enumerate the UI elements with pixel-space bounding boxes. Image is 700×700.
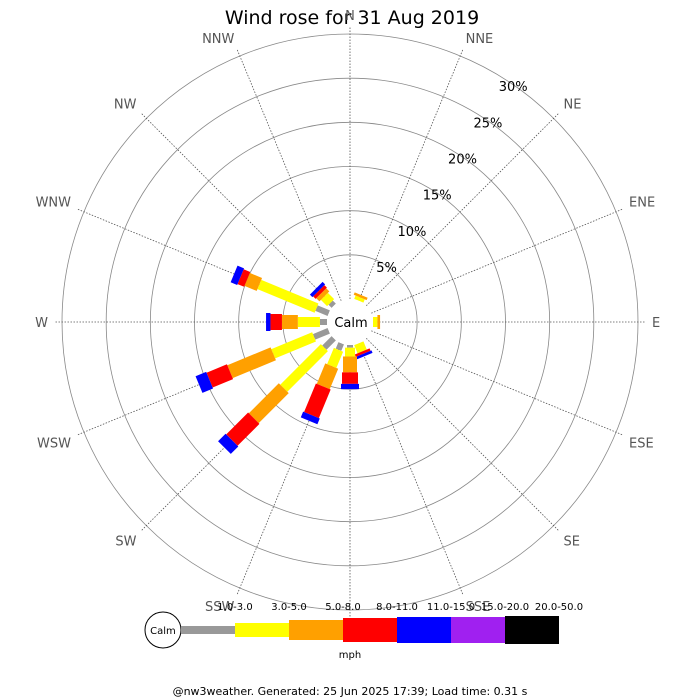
bar-wsw-11.0-15.0: [195, 371, 214, 393]
legend-label: 3.0-5.0: [271, 602, 306, 613]
legend-calm-label: Calm: [150, 626, 176, 637]
compass-label-ene: ENE: [629, 195, 655, 210]
compass-label-ssw: SSW: [205, 600, 235, 615]
legend: Calm 1.0-3.0 3.0-5.0 5.0-8.0 8.0-11.0 11.0-1…: [144, 602, 583, 661]
bar-nw-3.0-5.0: [320, 292, 335, 307]
bar-wsw-8.0-11.0: [206, 364, 234, 388]
compass-labels: NNNENEENEEESESESSESSSWSWWSWWWNWNWNNW: [35, 9, 660, 638]
compass-label-w: W: [35, 316, 48, 331]
spoke: [358, 343, 464, 596]
spoke: [371, 208, 624, 314]
calm-label: Calm: [334, 316, 367, 331]
bar-nw-8.0-11.0: [313, 285, 327, 299]
bar-nw-5.0-8.0: [316, 288, 330, 302]
compass-label-wnw: WNW: [36, 195, 72, 210]
calm-indicator: Calm: [327, 299, 373, 345]
legend-swatch: [181, 626, 235, 634]
bar-nw-1.0-3.0: [328, 300, 336, 308]
spoke: [371, 330, 624, 436]
bar-nne-5.0-8.0: [353, 292, 368, 301]
legend-label: 15.0-20.0: [481, 602, 529, 613]
percent-label: 30%: [499, 80, 528, 95]
legend-label: 20.0-50.0: [535, 602, 583, 613]
bar-sse-8.0-11.0: [354, 348, 371, 357]
legend-swatch: [505, 616, 559, 644]
spoke: [365, 112, 560, 307]
spoke: [140, 112, 335, 307]
legend-swatch: [235, 623, 289, 637]
legend-swatch: [289, 620, 343, 640]
percent-label: 5%: [376, 261, 397, 276]
spoke: [358, 48, 464, 301]
bar-wnw-11.0-15.0: [230, 265, 245, 286]
bar-ssw-5.0-8.0: [316, 363, 339, 390]
compass-label-nnw: NNW: [202, 32, 234, 47]
legend-swatch: [451, 617, 505, 643]
bar-ssw-1.0-3.0: [335, 342, 344, 351]
legend-label: 8.0-11.0: [376, 602, 418, 613]
compass-label-e: E: [652, 316, 660, 331]
compass-label-ne: NE: [564, 98, 582, 113]
bar-nne-3.0-5.0: [354, 295, 365, 303]
bar-wsw-1.0-3.0: [312, 328, 330, 340]
spoke: [236, 48, 342, 301]
compass-label-sse: SSE: [466, 600, 491, 615]
chart-title: Wind rose for 31 Aug 2019: [225, 7, 479, 29]
calm-circle: [327, 299, 373, 345]
bar-wnw-1.0-3.0: [315, 305, 330, 316]
legend-label: 1.0-3.0: [217, 602, 252, 613]
bar-nw-11.0-15.0: [309, 281, 326, 298]
legend-label: 5.0-8.0: [325, 602, 360, 613]
spoke: [365, 337, 560, 532]
compass-label-se: SE: [564, 535, 580, 550]
bar-sw-8.0-11.0: [226, 412, 260, 446]
compass-label-sw: SW: [115, 535, 136, 550]
bar-ssw-8.0-11.0: [304, 383, 331, 419]
bar-wsw-3.0-5.0: [271, 332, 316, 359]
bar-sw-11.0-15.0: [218, 433, 239, 454]
compass-label-nne: NNE: [466, 32, 494, 47]
grid-ring: [105, 77, 595, 567]
bar-wsw-5.0-8.0: [227, 347, 276, 379]
bar-sse-11.0-15.0: [354, 350, 373, 360]
percent-label: 25%: [473, 116, 502, 131]
bar-wnw-3.0-5.0: [257, 279, 319, 313]
compass-label-nw: NW: [114, 98, 137, 113]
compass-label-n: N: [345, 9, 355, 24]
footer-text: @nw3weather. Generated: 25 Jun 2025 17:3…: [173, 685, 528, 698]
compass-label-wsw: WSW: [37, 437, 71, 452]
bar-wnw-5.0-8.0: [244, 272, 263, 291]
bar-ssw-3.0-5.0: [327, 347, 344, 369]
legend-label: 11.0-15.0: [427, 602, 475, 613]
percent-label: 15%: [423, 189, 452, 204]
bar-sw-1.0-3.0: [322, 336, 336, 350]
grid-ring: [149, 121, 551, 523]
bar-sw-3.0-5.0: [280, 344, 328, 392]
legend-items: 1.0-3.0 3.0-5.0 5.0-8.0 8.0-11.0 11.0-15.0 15…: [181, 602, 583, 644]
wind-bars: [195, 265, 381, 454]
bar-ssw-11.0-15.0: [300, 411, 320, 425]
percent-label: 20%: [448, 152, 477, 167]
legend-swatch: [343, 618, 397, 642]
percent-label: 10%: [397, 225, 426, 240]
percent-labels: 5% 10% 15% 20% 25% 30%: [376, 80, 527, 276]
legend-swatch: [397, 617, 451, 643]
bar-wnw-8.0-11.0: [237, 269, 251, 287]
legend-unit: mph: [339, 650, 361, 661]
compass-label-ese: ESE: [629, 437, 654, 452]
bar-sw-5.0-8.0: [248, 383, 289, 424]
bar-sse-3.0-5.0: [354, 341, 367, 354]
